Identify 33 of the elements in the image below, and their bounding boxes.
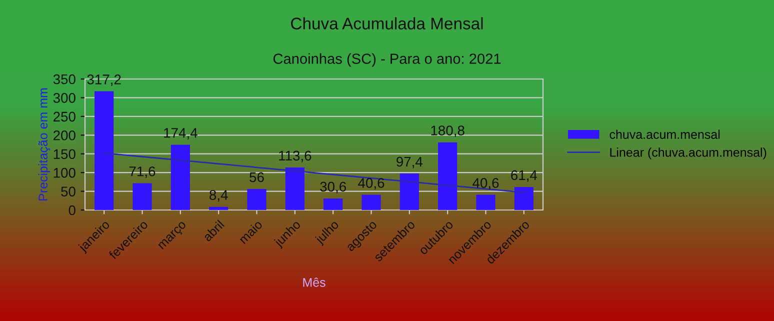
legend-label: Linear (chuva.acum.mensal) [610, 148, 766, 160]
data-label: 61,4 [511, 170, 538, 182]
y-tick-label: 200 [54, 130, 76, 140]
data-label: 40,6 [358, 178, 384, 190]
bar [400, 174, 419, 210]
y-tick-label: 50 [61, 186, 76, 196]
bar [438, 142, 458, 210]
y-tick-label: 350 [53, 74, 76, 84]
y-tick-label: 0 [68, 205, 76, 216]
bar [362, 194, 381, 210]
data-label: 56 [250, 172, 264, 182]
data-label: 180,8 [431, 126, 464, 138]
bar [209, 206, 228, 210]
chart-title: Chuva Acumulada Mensal [291, 17, 483, 30]
bar [132, 183, 152, 210]
y-tick-label: 150 [54, 149, 76, 160]
bar [324, 198, 343, 210]
bar [285, 167, 304, 210]
legend-label: chuva.acum.mensal [610, 130, 720, 139]
y-tick-label: 100 [54, 168, 76, 178]
y-tick-label: 250 [54, 112, 76, 122]
bar [514, 187, 534, 210]
chart-subtitle: Canoinhas (SC) - Para o ano: 2021 [273, 53, 501, 67]
data-label: 97,4 [396, 156, 423, 168]
bar [94, 91, 114, 210]
x-axis-title: Mês [303, 278, 326, 287]
bar [476, 194, 496, 210]
bar [247, 189, 266, 210]
data-label: 40,6 [472, 178, 499, 190]
bar [170, 144, 190, 210]
data-label: 8,4 [210, 190, 228, 202]
y-axis-title: Precipitação em mm [38, 88, 50, 200]
y-tick-label: 300 [53, 93, 76, 103]
